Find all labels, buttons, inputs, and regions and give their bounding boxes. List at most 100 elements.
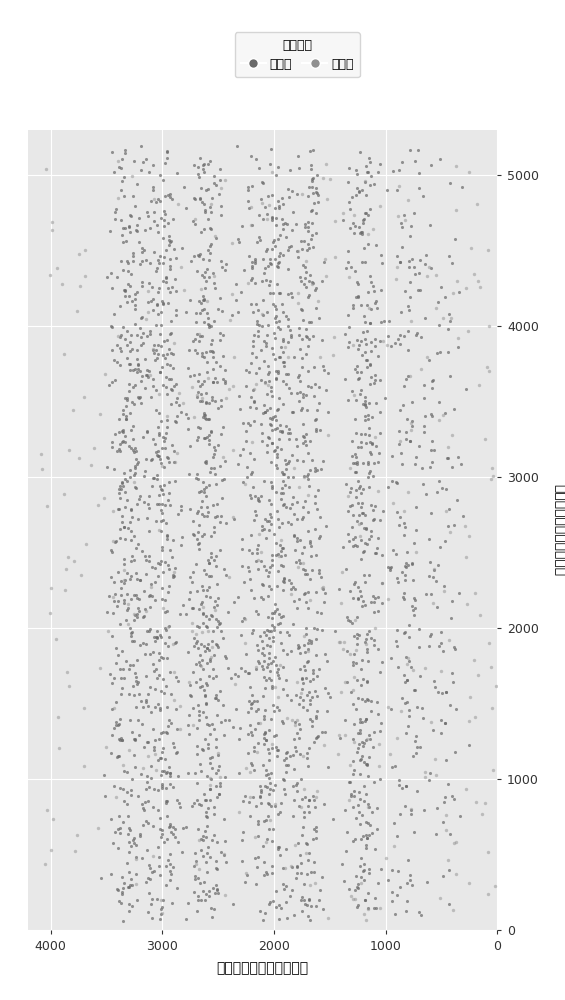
Point [349,297,358,313]
Point [410,607,419,623]
Point [345,484,354,500]
Point [116,298,125,314]
Point [290,581,299,597]
Point [360,778,369,794]
Point [216,542,225,558]
Point [208,349,218,365]
Point [145,857,154,873]
Point [196,393,205,409]
Point [254,229,263,245]
Point [199,599,208,615]
Point [350,455,359,471]
Point [199,409,208,425]
Point [311,300,320,316]
Point [137,253,146,269]
Point [416,361,425,377]
Point [290,714,299,730]
Point [360,634,370,650]
Point [343,488,352,504]
Point [157,744,166,760]
Point [212,882,221,898]
Point [196,636,205,652]
Point [137,395,146,411]
Point [367,435,376,451]
Point [127,266,136,282]
Point [294,393,303,409]
Point [357,426,366,442]
Point [267,509,276,525]
Point [236,660,245,676]
Point [297,670,306,686]
Point [72,827,81,843]
Point [277,339,286,355]
Point [197,596,206,612]
Point [191,656,200,672]
Point [119,169,128,185]
Point [363,352,372,368]
Point [163,725,172,741]
Point [194,159,203,175]
Point [220,262,229,278]
Point [108,675,117,691]
Point [199,848,208,864]
Point [256,628,265,644]
Point [154,346,163,362]
Point [441,289,450,305]
Point [397,304,406,320]
Point [262,627,271,643]
Point [211,860,220,876]
Point [106,223,115,239]
Point [64,549,73,565]
Point [123,392,132,408]
Point [234,765,244,781]
Point [419,188,428,204]
Point [379,313,388,329]
Point [172,880,181,896]
Point [269,526,278,542]
Point [156,725,165,741]
Point [289,808,298,824]
Point [156,167,165,183]
Point [195,861,204,877]
Point [201,792,210,808]
Point [128,877,137,893]
Point [115,731,124,747]
Point [269,232,278,248]
Point [357,869,366,885]
Point [201,455,210,471]
Point [112,598,121,614]
Point [294,327,303,343]
Point [189,630,198,646]
Point [447,593,457,609]
Point [265,894,274,910]
Point [294,637,303,653]
Point [150,663,159,679]
Point [206,771,215,787]
Point [438,480,447,496]
Point [292,725,301,741]
Point [304,584,313,600]
Point [201,202,210,218]
Point [62,664,71,680]
Point [211,877,220,893]
Point [249,413,258,429]
Point [272,748,281,764]
Point [112,443,121,459]
Point [264,786,273,802]
Point [206,464,215,480]
Point [311,495,320,511]
Point [194,654,203,670]
Point [193,263,202,279]
Point [112,714,121,730]
Point [249,333,258,349]
Point [458,508,467,524]
Point [199,292,208,308]
Point [370,375,379,391]
Point [132,606,141,622]
Point [124,219,133,235]
Point [304,445,313,461]
Point [272,601,281,617]
Point [399,585,408,601]
Point [262,338,271,354]
Point [242,362,251,378]
